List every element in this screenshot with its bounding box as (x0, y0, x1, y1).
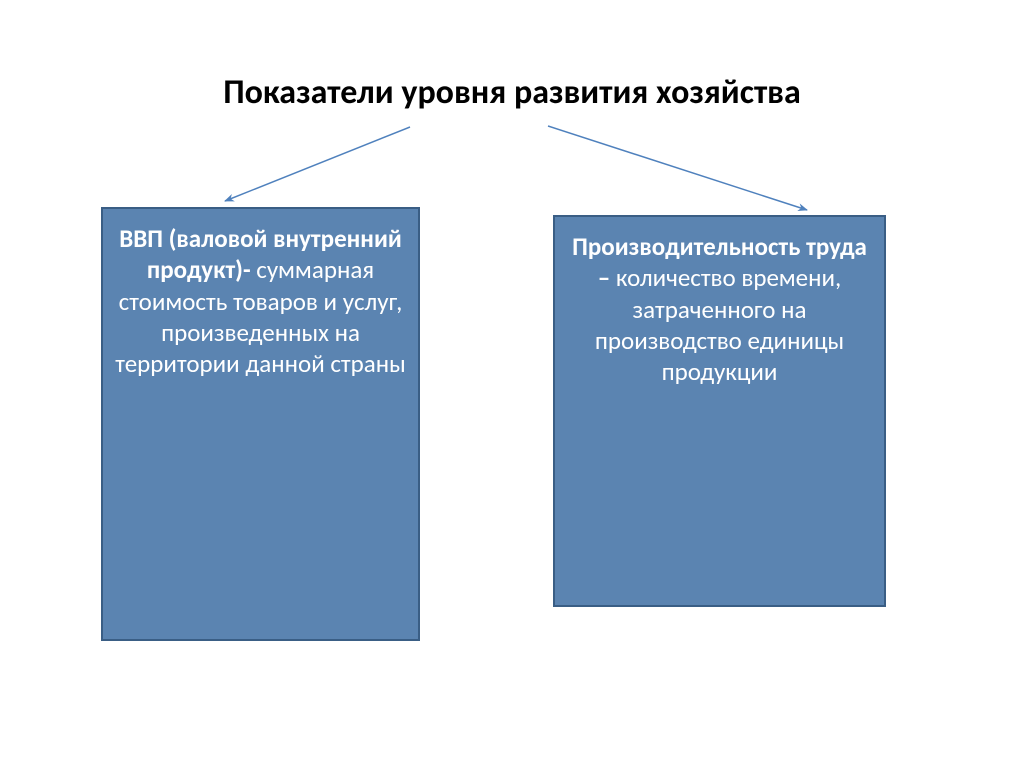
box-productivity-definition: количество времени, затраченного на прои… (595, 262, 844, 387)
box-productivity: Производительность труда – количество вр… (553, 215, 886, 607)
arrow-left-icon (225, 127, 410, 201)
diagram-title: Показатели уровня развития хозяйства (0, 72, 1024, 113)
box-gdp: ВВП (валовой внутренний продукт)- суммар… (101, 207, 420, 641)
arrow-right-icon (548, 126, 807, 210)
